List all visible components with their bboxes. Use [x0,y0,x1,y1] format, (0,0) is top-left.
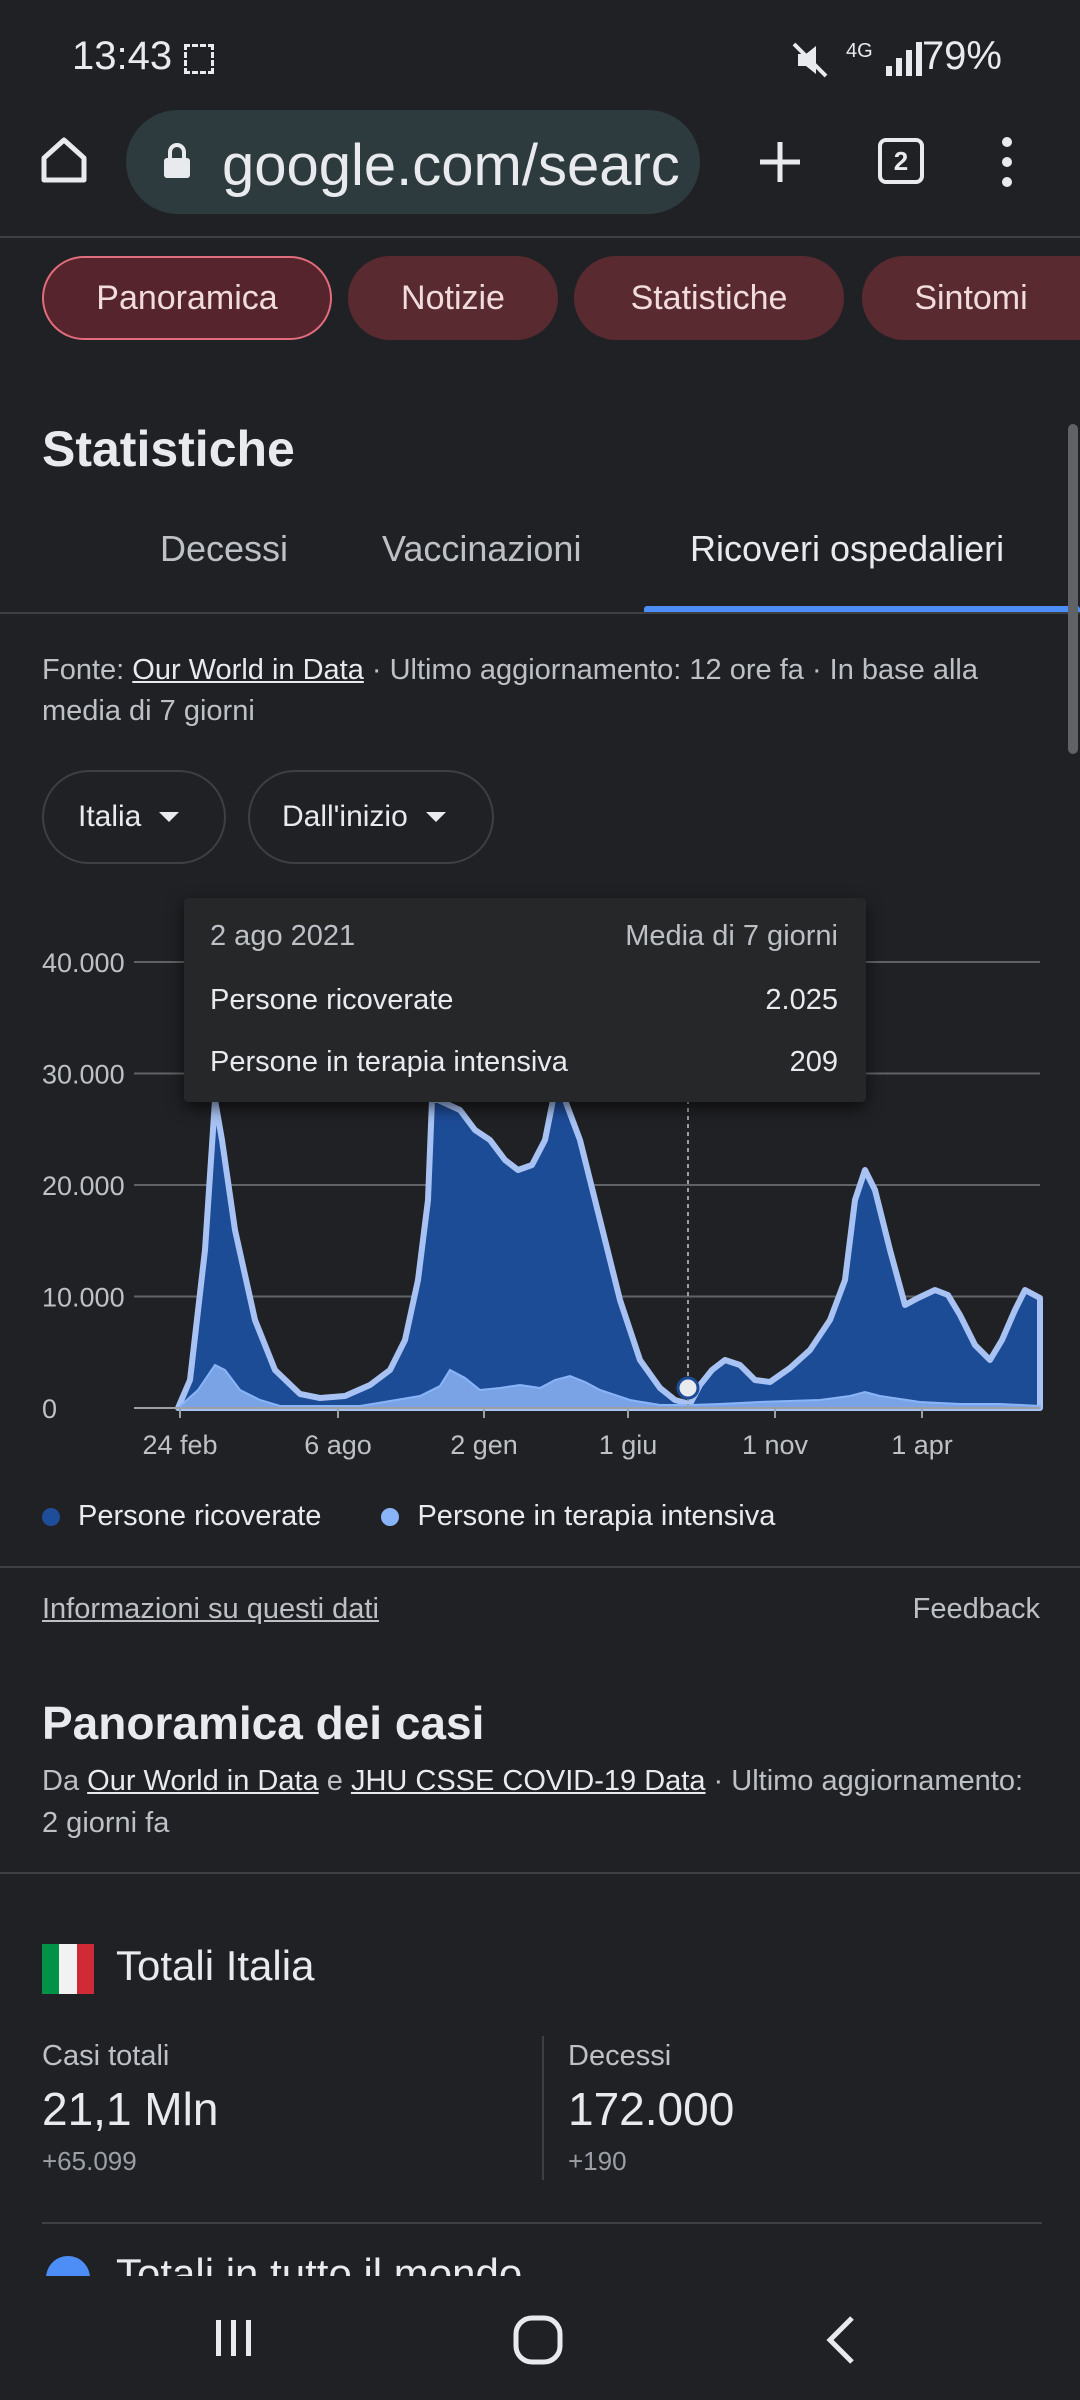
new-tab-icon[interactable] [756,138,804,186]
chip-statistiche[interactable]: Statistiche [574,256,844,340]
tooltip-row1-value: 2.025 [765,984,838,1016]
y-tick-label: 0 [42,1394,57,1424]
section-title: Statistiche [42,421,295,477]
divider [0,1872,1080,1874]
tab-ricoveri[interactable]: Ricoveri ospedalieri [690,528,1005,569]
scrollbar[interactable] [1068,424,1078,754]
x-tick-label: 1 giu [599,1430,658,1460]
chevron-down-icon [425,812,446,822]
divider [0,1566,1080,1568]
screenshot-icon [184,44,214,74]
jhu-link[interactable]: JHU CSSE COVID-19 Data [350,1765,706,1797]
source-link[interactable]: Our World in Data [132,654,364,686]
chart-legend: Persone ricoverate Persone in terapia in… [42,1500,775,1533]
deaths-label: Decessi [568,2040,672,2072]
totals-title: Totali Italia [116,1942,315,1989]
range-dropdown[interactable]: Dall'inizio [248,770,494,864]
tab-decessi[interactable]: Decessi [160,528,289,569]
browser-toolbar: google.com/search 2 [0,110,1080,238]
source-note: Fonte: Our World in Data · Ultimo aggior… [42,654,978,727]
cases-source: Da Our World in Data e JHU CSSE COVID-19… [42,1765,1024,1839]
status-time: 13:43 [72,34,173,78]
home-icon[interactable] [36,132,92,188]
legend-icu: Persone in terapia intensiva [417,1500,776,1532]
x-tick-label: 24 feb [142,1430,217,1460]
y-tick-label: 20.000 [42,1171,125,1201]
total-cases-delta: +65.099 [42,2146,137,2176]
tab-vaccinazioni[interactable]: Vaccinazioni [382,528,582,569]
info-link[interactable]: Informazioni su questi dati [42,1593,379,1625]
legend-dot-icu [381,1508,400,1527]
hospitalization-chart[interactable]: 40.000 30.000 20.000 10.000 0 24 feb 6 ago 2 g… [0,900,1080,1480]
deaths-delta: +190 [568,2146,627,2176]
cases-title: Panoramica dei casi [42,1697,485,1749]
divider [0,612,1080,614]
feedback-link[interactable]: Feedback [912,1593,1040,1625]
y-tick-label: 30.000 [42,1060,125,1090]
chart-x-axis: 24 feb 6 ago 2 gen 1 giu 1 nov 1 apr [142,1408,953,1460]
chip-sintomi[interactable]: Sintomi [862,256,1080,340]
active-tab-indicator [644,606,1080,612]
battery-level: 79% [921,34,1002,78]
tooltip-row1-label: Persone ricoverate [210,984,454,1016]
region-dropdown[interactable]: Italia [42,770,226,864]
x-tick-label: 2 gen [450,1430,518,1460]
italy-flag-icon [42,1944,94,1994]
y-tick-label: 10.000 [42,1283,125,1313]
status-bar: 13:43 4G 79% [0,0,1080,110]
deaths-value: 172.000 [568,2083,735,2135]
hover-point [676,1376,700,1400]
tooltip-row2-value: 209 [789,1046,838,1078]
tooltip-row2-label: Persone in terapia intensiva [210,1046,568,1078]
divider [542,2036,544,2180]
chip-notizie[interactable]: Notizie [348,256,558,340]
total-cases-value: 21,1 Mln [42,2083,219,2135]
recents-icon[interactable] [210,2314,258,2362]
system-navbar [0,2276,1080,2400]
legend-hospitalized: Persone ricoverate [78,1500,322,1532]
chart-tooltip: 2 ago 2021 Media di 7 giorni Persone ric… [184,898,866,1102]
legend-dot-hospitalized [42,1508,60,1527]
y-tick-label: 40.000 [42,948,125,978]
url-text[interactable]: google.com/search [222,133,682,198]
total-cases-label: Casi totali [42,2040,170,2072]
chevron-down-icon [159,812,180,822]
tooltip-mode: Media di 7 giorni [625,920,838,952]
divider [42,2222,1042,2224]
home-nav-icon[interactable] [512,2314,564,2366]
signal-icon [886,42,922,76]
network-4g-icon: 4G [846,40,873,62]
tooltip-date: 2 ago 2021 [210,920,356,952]
more-menu-icon[interactable] [992,134,1022,190]
chart-y-axis: 40.000 30.000 20.000 10.000 0 [42,948,125,1424]
lock-icon [164,143,190,178]
owid-link[interactable]: Our World in Data [87,1765,319,1797]
address-bar[interactable] [126,110,700,214]
tab-switcher-button[interactable]: 2 [878,138,924,184]
x-tick-label: 1 apr [891,1430,953,1460]
x-tick-label: 6 ago [304,1430,372,1460]
back-icon[interactable] [822,2314,862,2366]
chip-panoramica[interactable]: Panoramica [42,256,332,340]
tab-count: 2 [893,146,909,176]
x-tick-label: 1 nov [742,1430,809,1460]
mute-icon [792,42,828,78]
